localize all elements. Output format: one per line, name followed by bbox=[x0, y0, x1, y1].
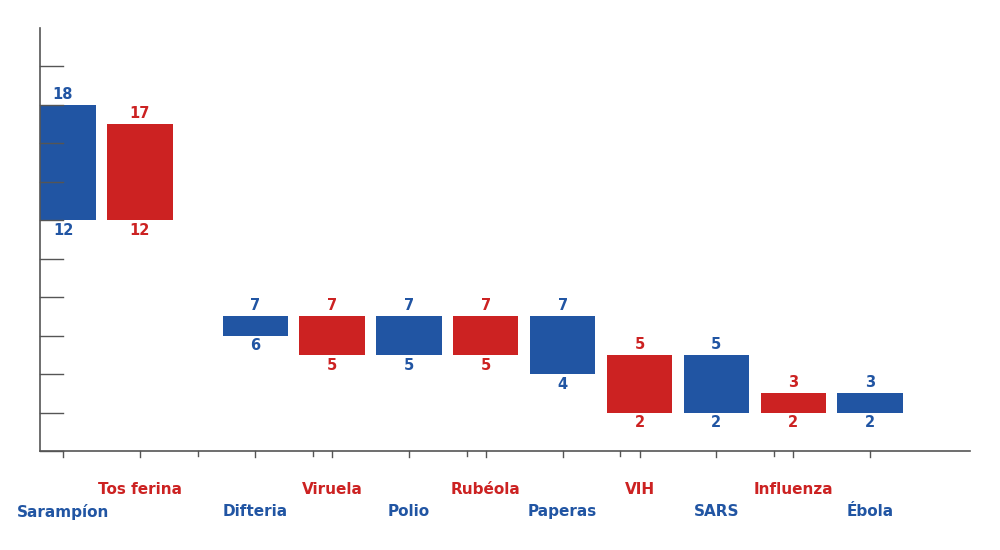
Text: 2: 2 bbox=[711, 415, 721, 431]
Text: 5: 5 bbox=[404, 358, 414, 373]
Text: 2: 2 bbox=[865, 415, 875, 431]
Text: VIH: VIH bbox=[624, 482, 655, 497]
Text: Ébola: Ébola bbox=[847, 504, 894, 519]
Text: Viruela: Viruela bbox=[302, 482, 363, 497]
Text: Difteria: Difteria bbox=[223, 504, 288, 519]
Text: 7: 7 bbox=[558, 298, 568, 314]
Text: 7: 7 bbox=[327, 298, 337, 314]
Text: Paperas: Paperas bbox=[528, 504, 597, 519]
Bar bbox=[30, 104, 96, 220]
Bar bbox=[684, 355, 749, 412]
Text: 17: 17 bbox=[130, 106, 150, 121]
Text: Rubéola: Rubéola bbox=[451, 482, 521, 497]
Text: Sarampíon: Sarampíon bbox=[17, 504, 109, 520]
Text: 7: 7 bbox=[481, 298, 491, 314]
Bar bbox=[761, 393, 826, 412]
Text: 18: 18 bbox=[53, 86, 73, 102]
Text: 3: 3 bbox=[788, 375, 798, 390]
Text: 5: 5 bbox=[634, 337, 645, 352]
Text: 6: 6 bbox=[250, 338, 260, 354]
Text: 3: 3 bbox=[865, 375, 875, 390]
Bar bbox=[530, 316, 595, 374]
Text: 5: 5 bbox=[481, 358, 491, 373]
Bar bbox=[223, 316, 288, 336]
Bar bbox=[837, 393, 903, 412]
Bar bbox=[376, 316, 442, 355]
Text: 4: 4 bbox=[558, 377, 568, 392]
Text: 7: 7 bbox=[250, 298, 260, 314]
Text: 5: 5 bbox=[327, 358, 337, 373]
Text: 5: 5 bbox=[711, 337, 721, 352]
Text: 2: 2 bbox=[788, 415, 798, 431]
Text: SARS: SARS bbox=[694, 504, 739, 519]
Text: 7: 7 bbox=[404, 298, 414, 314]
Text: Tos ferina: Tos ferina bbox=[98, 482, 182, 497]
Bar bbox=[453, 316, 518, 355]
Text: 2: 2 bbox=[634, 415, 645, 431]
Text: 12: 12 bbox=[53, 223, 73, 238]
Text: Influenza: Influenza bbox=[753, 482, 833, 497]
Bar bbox=[299, 316, 365, 355]
Bar bbox=[607, 355, 672, 412]
Text: Polio: Polio bbox=[388, 504, 430, 519]
Text: 12: 12 bbox=[130, 223, 150, 238]
Bar bbox=[107, 124, 173, 220]
